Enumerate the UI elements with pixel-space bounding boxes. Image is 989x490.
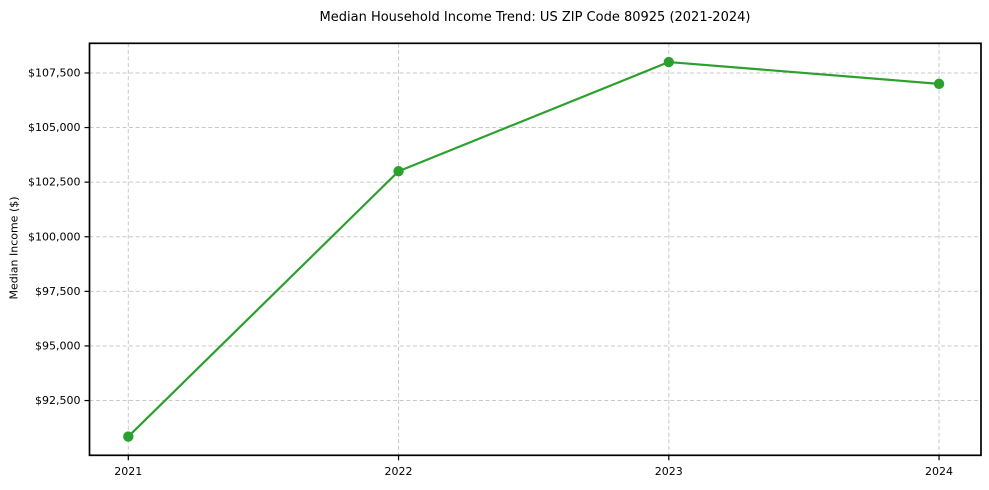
y-tick-label: $102,500	[28, 176, 81, 189]
y-tick-label: $92,500	[35, 394, 81, 407]
chart-title: Median Household Income Trend: US ZIP Co…	[319, 10, 751, 25]
y-tick-label: $107,500	[28, 66, 81, 79]
x-tick-label: 2023	[655, 465, 683, 478]
trend-line	[127, 60, 941, 438]
data-point	[663, 56, 674, 68]
x-tick-label: 2022	[385, 465, 413, 478]
data-point	[393, 166, 404, 177]
data-point	[933, 78, 945, 90]
y-tick-label: $97,500	[35, 285, 81, 298]
x-tick-label: 2021	[114, 465, 142, 478]
plot-border	[88, 42, 982, 457]
data-point	[123, 431, 134, 442]
x-tick-label: 2024	[925, 465, 953, 478]
y-tick-label: $100,000	[28, 230, 81, 243]
y-tick-label: $95,000	[35, 339, 81, 352]
y-tick-label: $105,000	[28, 121, 81, 134]
